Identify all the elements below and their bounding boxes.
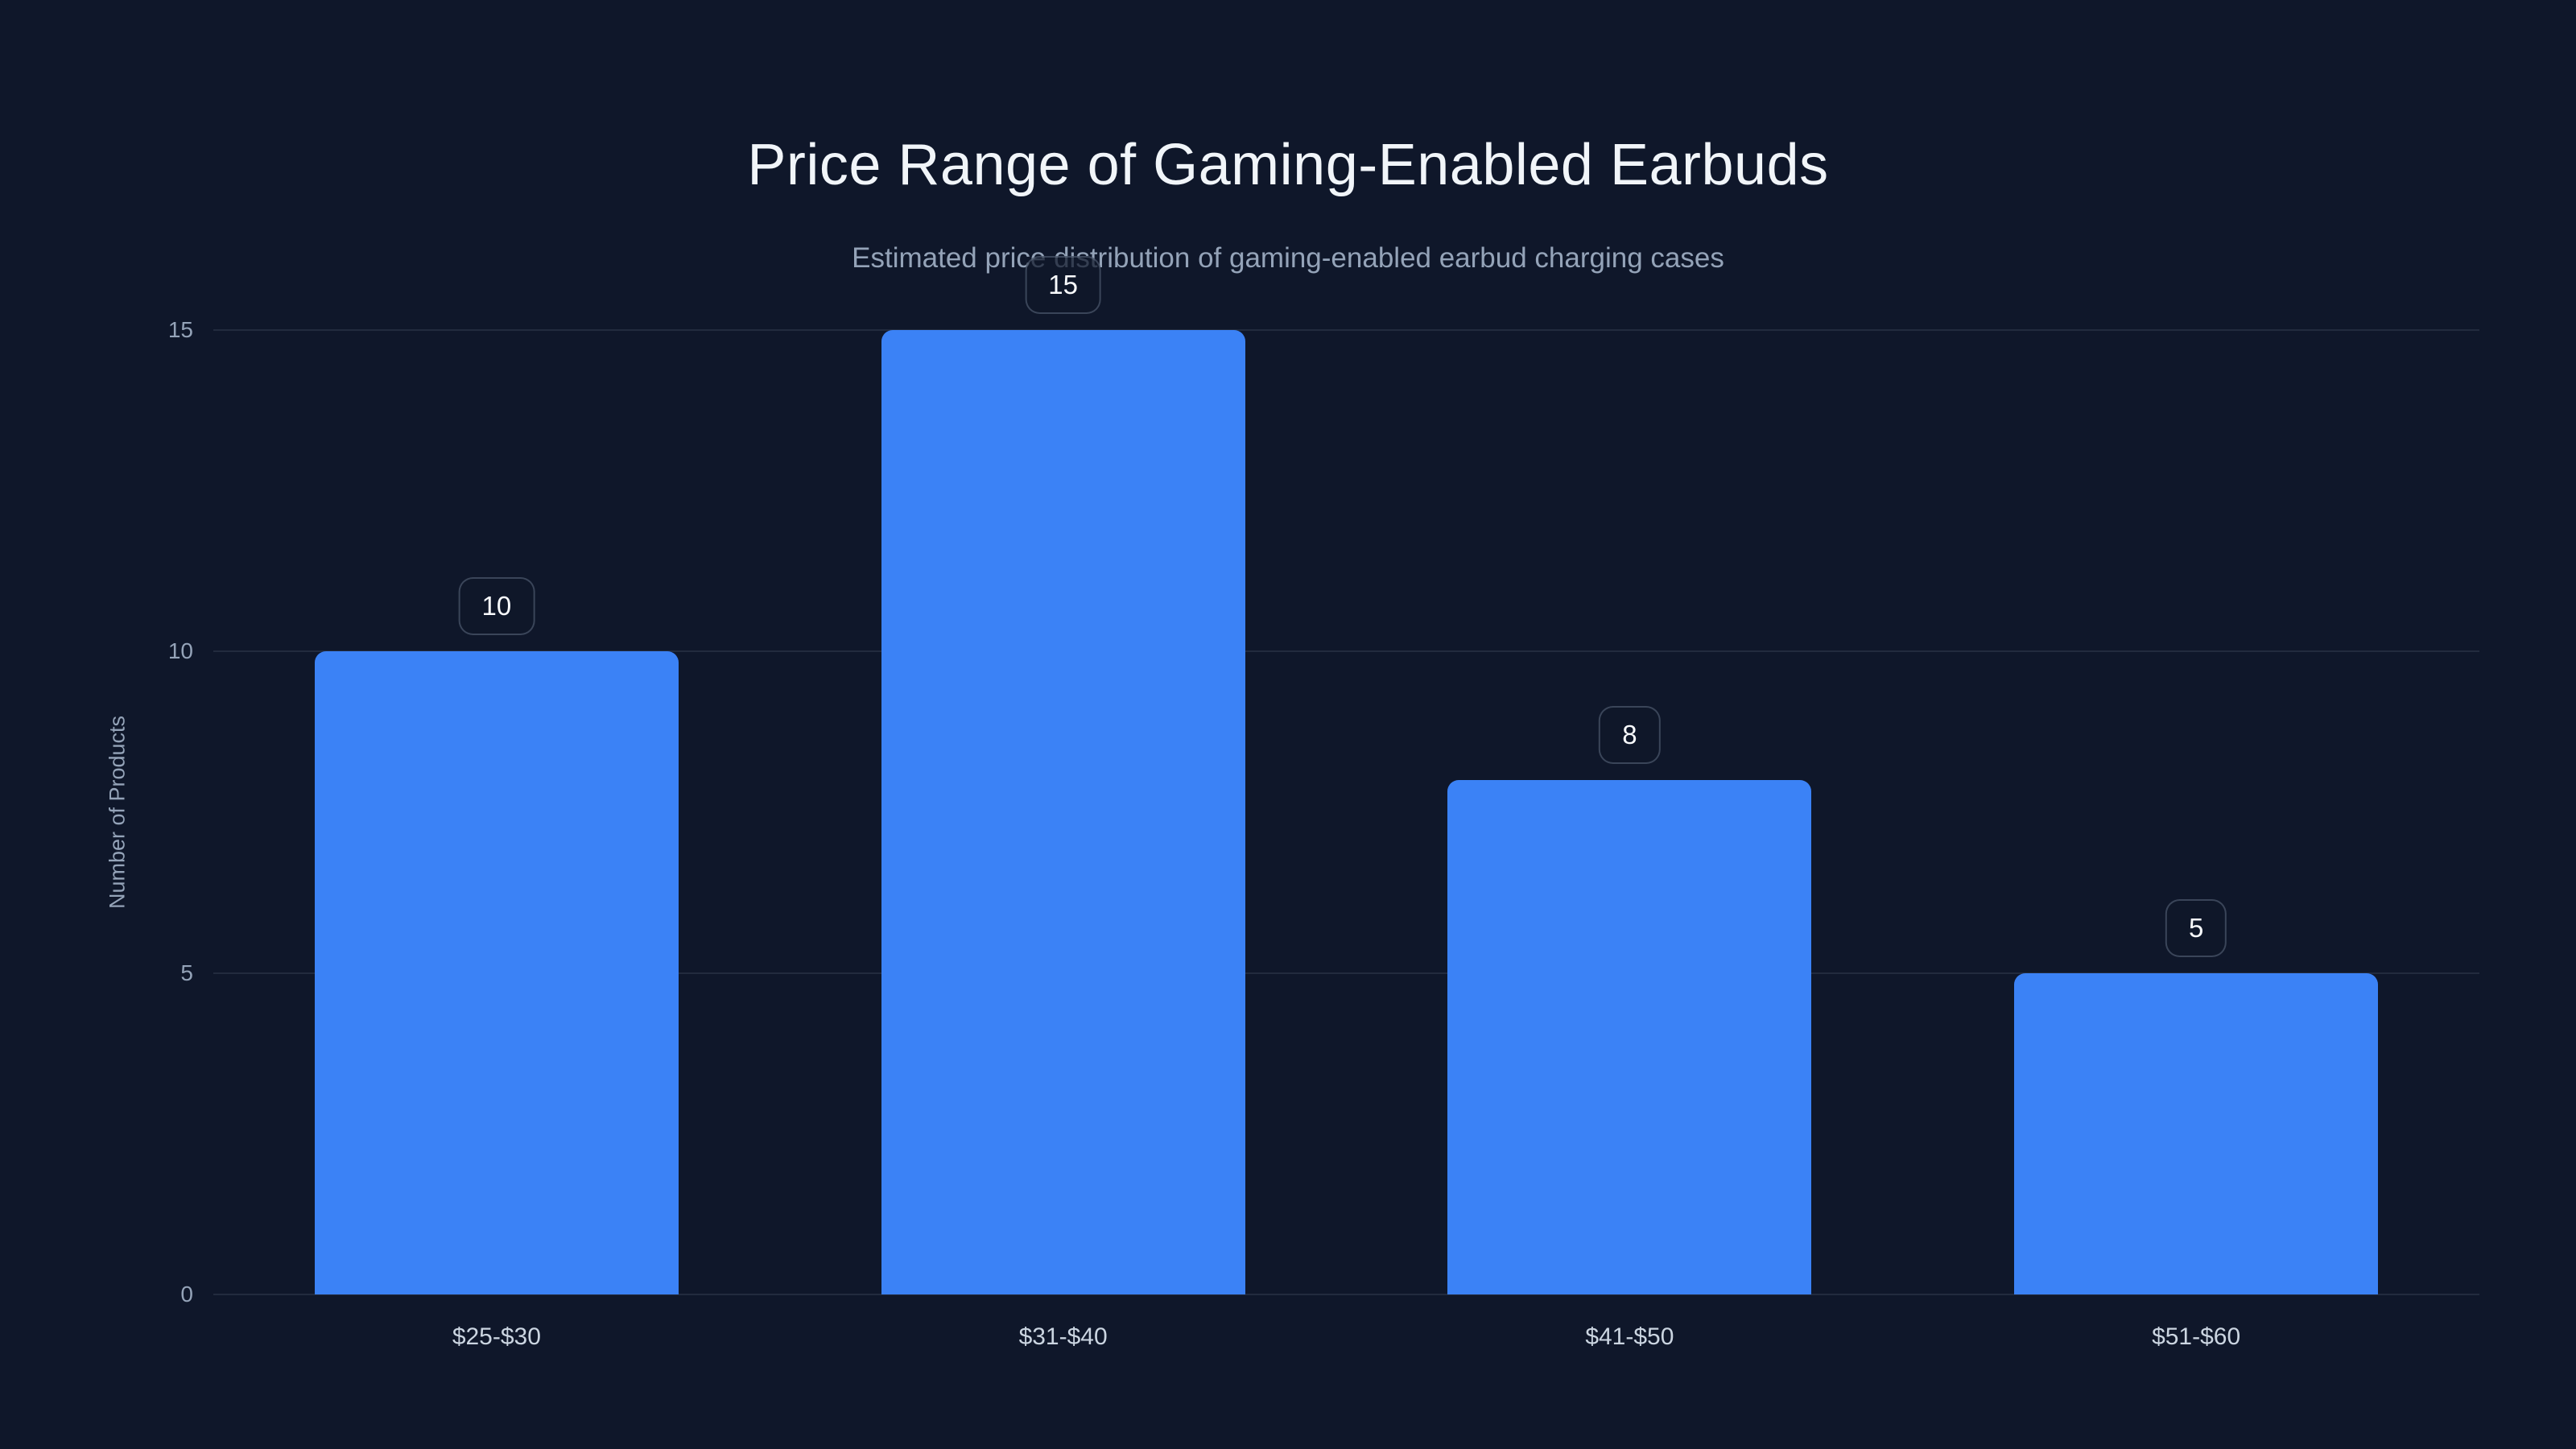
bar-41-50[interactable] — [1447, 780, 1812, 1294]
value-badge: 15 — [1025, 256, 1101, 314]
x-tick-label: $51-$60 — [2152, 1323, 2241, 1350]
bar-group-51-60: 5 $51-$60 — [1913, 330, 2479, 1350]
bar-group-25-30: 10 $25-$30 — [213, 330, 780, 1350]
gridline-5 — [213, 972, 2479, 974]
gridline-15 — [213, 329, 2479, 331]
value-badge: 10 — [458, 577, 535, 636]
x-tick-label: $31-$40 — [1018, 1323, 1108, 1350]
bar-25-30[interactable] — [314, 651, 679, 1294]
gridline-10 — [213, 650, 2479, 653]
y-tick-label-10: 10 — [167, 638, 193, 664]
x-tick-label: $41-$50 — [1585, 1323, 1674, 1350]
y-tick-label-5: 5 — [180, 960, 193, 985]
y-axis-title: Number of Products — [105, 715, 130, 910]
bar-31-40[interactable] — [881, 330, 1245, 1294]
value-badge: 8 — [1599, 706, 1661, 765]
y-tick-label-15: 15 — [167, 317, 193, 342]
bar-51-60[interactable] — [2014, 972, 2379, 1294]
y-tick-label-0: 0 — [180, 1282, 193, 1307]
bar-group-41-50: 8 $41-$50 — [1347, 330, 1913, 1350]
chart-subtitle: Estimated price distribution of gaming-e… — [852, 242, 1724, 274]
axis-baseline — [213, 1294, 2479, 1295]
chart-title: Price Range of Gaming-Enabled Earbuds — [747, 133, 1829, 198]
value-badge: 5 — [2165, 898, 2227, 957]
bar-group-31-40: 15 $31-$40 — [780, 256, 1347, 1350]
plot-area: 15 10 5 0 10 $25-$30 15 $31-$40 8 $41-$5… — [168, 256, 2479, 1350]
x-tick-label: $25-$30 — [452, 1323, 541, 1350]
